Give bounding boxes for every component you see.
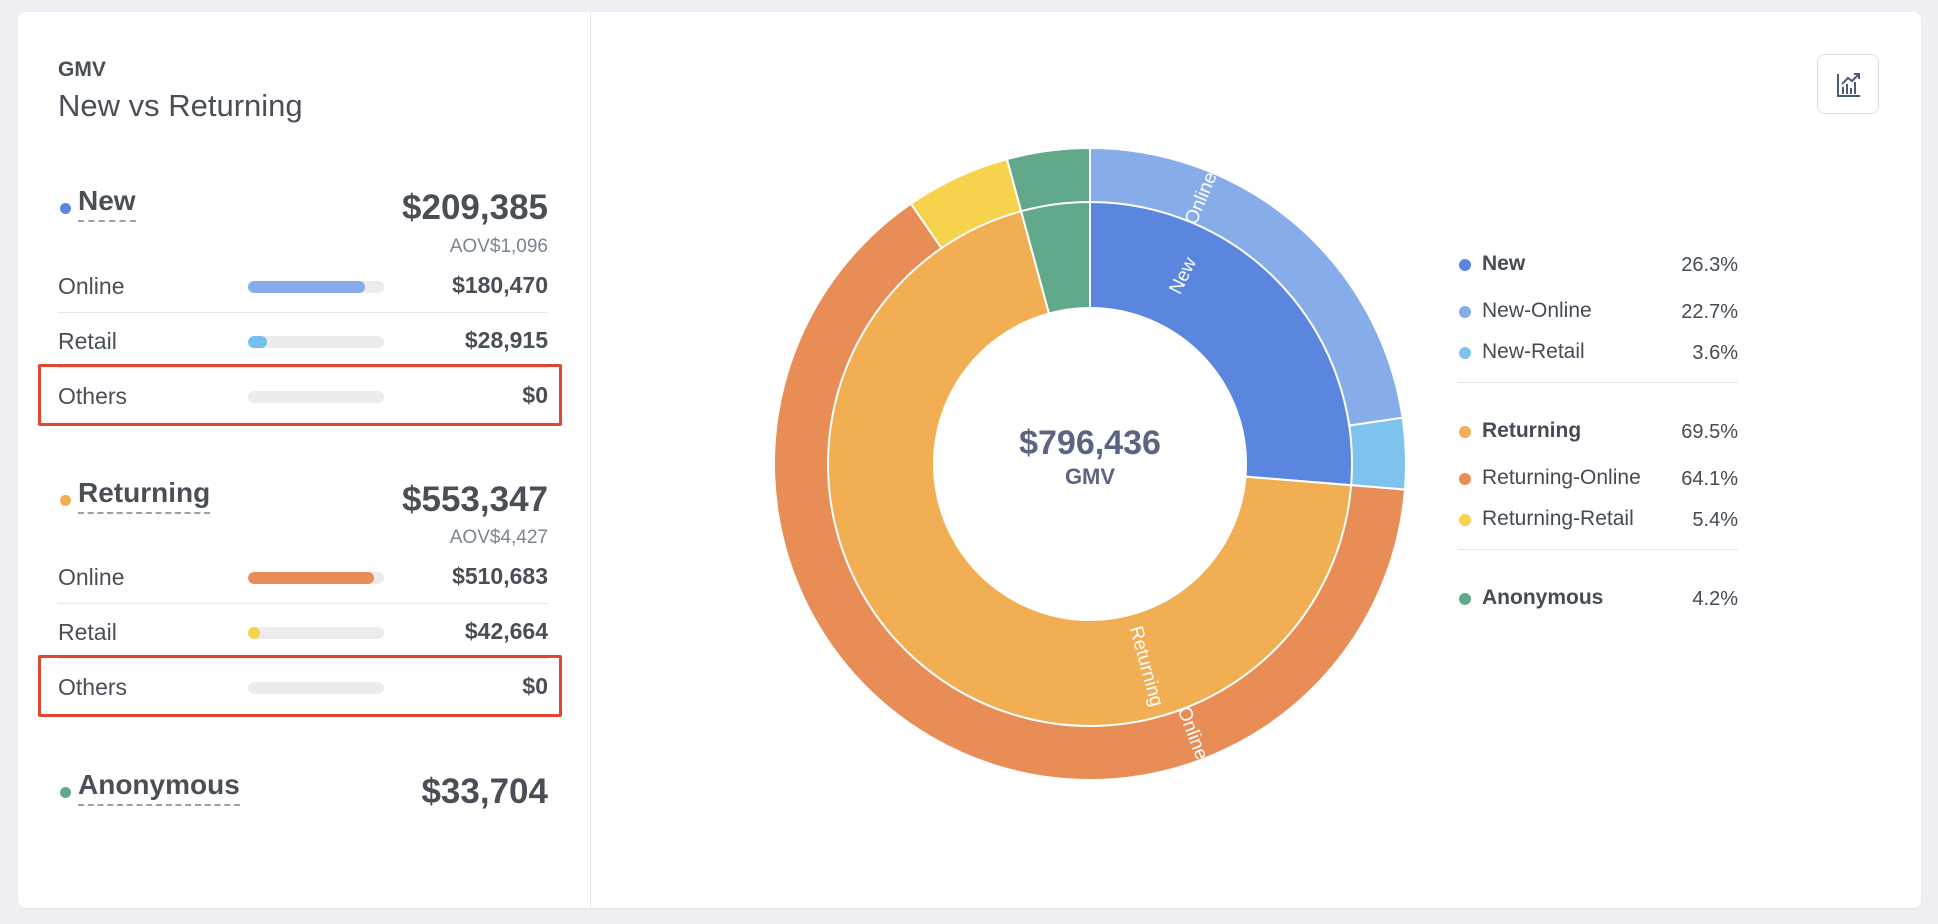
group-new-name[interactable]: New — [78, 184, 136, 222]
row-bar-track — [248, 627, 384, 639]
row-bar-track — [248, 682, 384, 694]
group-returning-name[interactable]: Returning — [78, 476, 211, 514]
row-divider — [58, 603, 548, 604]
highlight-box-new-others — [38, 364, 562, 426]
legend-divider — [1458, 382, 1738, 383]
row-bar-fill — [248, 336, 267, 348]
group-returning-dot — [60, 495, 71, 506]
group-new-dot — [60, 203, 71, 214]
row-value: $510,683 — [452, 563, 548, 589]
row-divider — [58, 312, 548, 313]
card-title: New vs Returning — [58, 88, 303, 123]
legend-item-returning-retail[interactable]: Returning-Retail 5.4% — [1458, 505, 1738, 535]
row-bar-fill — [248, 627, 260, 639]
row-divider — [58, 658, 548, 659]
legend-item-new-retail[interactable]: New-Retail 3.6% — [1458, 338, 1738, 368]
legend-percent: 4.2% — [1692, 588, 1738, 610]
group-returning-total: $553,347 — [402, 480, 548, 519]
aov-label: AOV — [449, 527, 490, 548]
panel-divider — [590, 12, 591, 908]
row-bar-fill — [248, 281, 366, 293]
row-label: Retail — [58, 328, 117, 354]
row-value: $180,470 — [452, 272, 548, 298]
row-label: Online — [58, 273, 125, 299]
legend-percent: 22.7% — [1681, 301, 1738, 323]
returning-row-online: Online $510,683 — [58, 550, 548, 604]
legend-item-returning-online[interactable]: Returning-Online 64.1% — [1458, 464, 1738, 494]
legend-label: Anonymous — [1482, 586, 1604, 609]
row-label: Others — [58, 674, 128, 700]
legend-label: New-Online — [1482, 299, 1592, 322]
legend-percent: 3.6% — [1692, 342, 1738, 364]
aov-value: $4,427 — [489, 527, 548, 548]
highlight-box-returning-others — [38, 655, 562, 717]
outer-slice-new-retail[interactable] — [1346, 416, 1407, 491]
row-value: $28,915 — [464, 327, 548, 353]
card-eyebrow: GMV — [58, 58, 106, 81]
inner-slice-anonymous[interactable] — [1019, 200, 1091, 315]
group-anonymous-dot — [60, 787, 71, 798]
legend-percent: 69.5% — [1681, 421, 1738, 443]
row-label: Retail — [58, 619, 117, 645]
legend-dot — [1459, 514, 1471, 526]
gmv-card — [18, 12, 1921, 908]
row-bar-track — [248, 572, 384, 584]
legend-percent: 26.3% — [1681, 254, 1738, 276]
legend-label: Returning-Online — [1482, 466, 1641, 489]
group-new-total: $209,385 — [402, 188, 548, 227]
chart-toggle-button[interactable] — [1817, 54, 1879, 114]
legend-dot — [1459, 306, 1471, 318]
inner-slice-returning[interactable] — [827, 209, 1353, 727]
new-row-others: Others $0 — [58, 369, 548, 423]
group-returning: Returning $553,347 — [58, 476, 548, 520]
row-value: $0 — [522, 382, 548, 408]
legend-item-new[interactable]: New 26.3% — [1458, 250, 1738, 280]
group-anonymous-total: $33,704 — [421, 772, 548, 811]
row-bar-track — [248, 391, 384, 403]
returning-row-others: Others $0 — [58, 660, 548, 714]
legend-item-new-online[interactable]: New-Online 22.7% — [1458, 297, 1738, 327]
legend-label: New — [1482, 252, 1526, 275]
row-value: $42,664 — [464, 618, 548, 644]
donut-center-label: GMV — [1064, 464, 1116, 489]
inner-slice-new[interactable] — [1089, 200, 1353, 487]
row-label: Online — [58, 564, 125, 590]
legend-percent: 5.4% — [1692, 509, 1738, 531]
legend-label: Returning — [1482, 419, 1582, 442]
legend-divider — [1458, 549, 1738, 550]
legend-item-anonymous[interactable]: Anonymous 4.2% — [1458, 584, 1738, 614]
returning-row-retail: Retail $42,664 — [58, 605, 548, 659]
row-bar-track — [248, 336, 384, 348]
aov-value: $1,096 — [489, 236, 548, 257]
legend-dot — [1459, 593, 1471, 605]
row-bar-fill — [248, 572, 374, 584]
group-new: New $209,385 — [58, 184, 548, 228]
new-row-online: Online $180,470 — [58, 259, 548, 313]
aov-label: AOV — [449, 236, 490, 257]
group-new-aov: AOV$1,096 — [58, 236, 548, 258]
legend-dot — [1459, 347, 1471, 359]
row-divider — [58, 367, 548, 368]
legend-dot — [1459, 259, 1471, 271]
row-value: $0 — [522, 673, 548, 699]
legend-label: New-Retail — [1482, 340, 1585, 363]
legend-dot — [1459, 426, 1471, 438]
new-row-retail: Retail $28,915 — [58, 314, 548, 368]
row-label: Others — [58, 383, 128, 409]
donut-center-value: $796,436 — [1019, 424, 1161, 462]
group-anonymous: Anonymous $33,704 — [58, 768, 548, 812]
group-returning-aov: AOV$4,427 — [58, 527, 548, 549]
legend-dot — [1459, 473, 1471, 485]
group-anonymous-name[interactable]: Anonymous — [78, 768, 240, 806]
legend-label: Returning-Retail — [1482, 507, 1634, 530]
row-bar-track — [248, 281, 384, 293]
legend-item-returning[interactable]: Returning 69.5% — [1458, 417, 1738, 447]
legend-percent: 64.1% — [1681, 468, 1738, 490]
chart-icon — [1837, 73, 1860, 97]
